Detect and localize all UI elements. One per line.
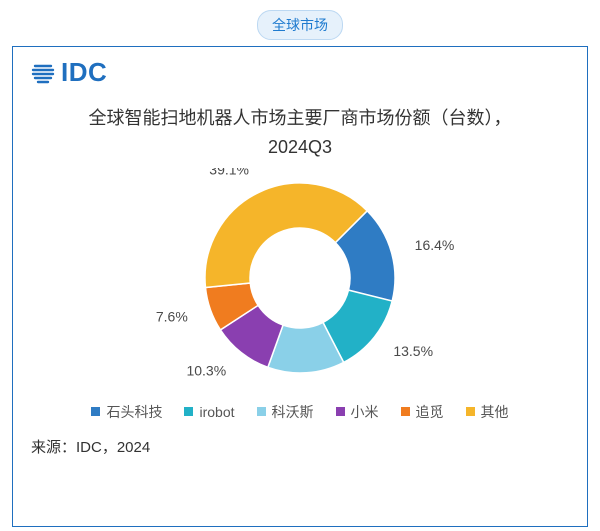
idc-logo-icon [31, 61, 55, 85]
legend-swatch [466, 407, 475, 416]
chart-title: 全球智能扫地机器人市场主要厂商市场份额（台数）， 2024Q3 [31, 104, 569, 162]
legend-item: 石头科技 [91, 402, 162, 422]
legend-label: 追觅 [416, 402, 444, 422]
legend-swatch [336, 407, 345, 416]
donut-chart: 16.4%13.5%13.1%10.3%7.6%39.1% [31, 168, 569, 388]
chart-source: 来源：IDC，2024 [31, 436, 569, 457]
chart-source-text: 来源：IDC，2024 [31, 439, 150, 456]
legend-swatch [184, 407, 193, 416]
legend-item: 其他 [466, 402, 509, 422]
slice-label: 39.1% [209, 168, 249, 177]
legend-item: 小米 [336, 402, 379, 422]
chart-title-line1: 全球智能扫地机器人市场主要厂商市场份额（台数）， [89, 108, 512, 128]
slice-label: 13.5% [393, 342, 433, 358]
legend-label: 其他 [481, 402, 509, 422]
donut-svg: 16.4%13.5%13.1%10.3%7.6%39.1% [100, 168, 500, 388]
legend-item: irobot [184, 402, 234, 422]
legend-label: 小米 [351, 402, 379, 422]
legend-label: 石头科技 [106, 402, 162, 422]
chart-title-line2: 2024Q3 [268, 137, 332, 157]
legend-item: 科沃斯 [257, 402, 314, 422]
legend-label: irobot [199, 404, 234, 420]
legend-swatch [257, 407, 266, 416]
legend-label: 科沃斯 [272, 402, 314, 422]
slice-label: 16.4% [415, 237, 455, 253]
tab-global-market[interactable]: 全球市场 [257, 10, 343, 40]
legend-item: 追觅 [401, 402, 444, 422]
legend-swatch [91, 407, 100, 416]
chart-card: IDC 全球智能扫地机器人市场主要厂商市场份额（台数）， 2024Q3 16.4… [12, 46, 588, 527]
slice-label: 10.3% [186, 362, 226, 378]
donut-slice [205, 183, 367, 288]
idc-logo: IDC [31, 57, 569, 88]
page: 全球市场 IDC 全球智能扫地机器人市场主要厂商市场份额（台数）， 2024Q3… [0, 0, 600, 531]
tab-label: 全球市场 [272, 17, 328, 33]
idc-logo-text: IDC [61, 57, 107, 88]
legend-swatch [401, 407, 410, 416]
chart-legend: 石头科技 irobot 科沃斯 小米 追觅 其他 [31, 402, 569, 422]
slice-label: 7.6% [156, 308, 188, 324]
